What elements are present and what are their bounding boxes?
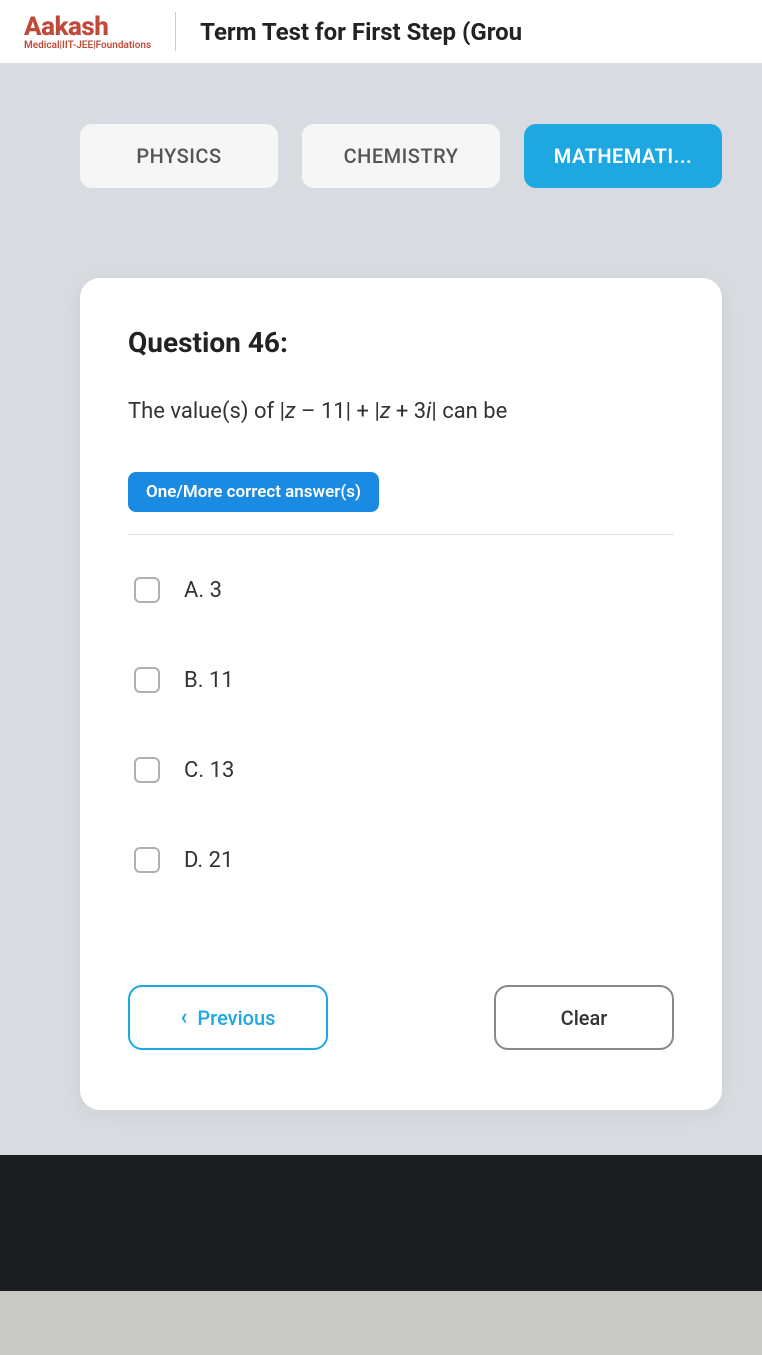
math-variable: z: [285, 399, 296, 424]
option-value: 11: [209, 668, 234, 693]
tab-label: PHYSICS: [136, 144, 221, 168]
previous-button[interactable]: ‹ Previous: [128, 985, 328, 1050]
checkbox-icon[interactable]: [134, 757, 160, 783]
question-card: Question 46: The value(s) of |z – 11| + …: [80, 278, 722, 1110]
divider: [128, 534, 674, 535]
option-letter: B.: [184, 668, 204, 693]
app-header: Aakash Medical|IIT-JEE|Foundations Term …: [0, 0, 762, 64]
tab-mathematics[interactable]: MATHEMATI...: [524, 124, 722, 188]
option-c[interactable]: C. 13: [128, 725, 674, 815]
option-letter: C.: [184, 758, 204, 783]
checkbox-icon[interactable]: [134, 667, 160, 693]
checkbox-icon[interactable]: [134, 847, 160, 873]
button-label: Previous: [197, 1006, 275, 1030]
question-text-part: + 3: [390, 399, 426, 424]
tab-label: CHEMISTRY: [344, 144, 459, 168]
device-surface: [0, 1291, 762, 1355]
option-value: 3: [210, 578, 222, 603]
test-title: Term Test for First Step (Grou: [200, 18, 522, 46]
clear-button[interactable]: Clear: [494, 985, 674, 1050]
footer-buttons: ‹ Previous Clear: [128, 985, 674, 1050]
checkbox-icon[interactable]: [134, 577, 160, 603]
tab-chemistry[interactable]: CHEMISTRY: [302, 124, 500, 188]
question-number: Question 46:: [128, 326, 674, 359]
question-text-part: – 11| + |: [296, 399, 380, 424]
brand-block: Aakash Medical|IIT-JEE|Foundations: [24, 12, 176, 51]
option-value: 13: [210, 758, 235, 783]
option-letter: A.: [184, 578, 204, 603]
brand-tagline: Medical|IIT-JEE|Foundations: [24, 40, 151, 51]
tab-physics[interactable]: PHYSICS: [80, 124, 278, 188]
button-label: Clear: [561, 1006, 608, 1030]
tab-label: MATHEMATI...: [554, 144, 692, 168]
option-value: 21: [209, 848, 234, 873]
option-label: B. 11: [184, 668, 234, 693]
option-label: C. 13: [184, 758, 234, 783]
content-area: PHYSICS CHEMISTRY MATHEMATI... Question …: [0, 64, 762, 1110]
chevron-left-icon: ‹: [181, 1005, 188, 1030]
option-letter: D.: [184, 848, 203, 873]
question-text-part: The value(s) of |: [128, 399, 285, 424]
question-text-part: | can be: [431, 399, 507, 424]
option-label: D. 21: [184, 848, 233, 873]
option-d[interactable]: D. 21: [128, 815, 674, 905]
answer-mode-tag: One/More correct answer(s): [128, 472, 379, 512]
option-b[interactable]: B. 11: [128, 635, 674, 725]
question-text: The value(s) of |z – 11| + |z + 3i| can …: [128, 395, 674, 428]
option-a[interactable]: A. 3: [128, 545, 674, 635]
option-label: A. 3: [184, 578, 222, 603]
subject-tabs: PHYSICS CHEMISTRY MATHEMATI...: [80, 124, 722, 188]
brand-name: Aakash: [24, 12, 151, 42]
math-variable: z: [380, 399, 391, 424]
